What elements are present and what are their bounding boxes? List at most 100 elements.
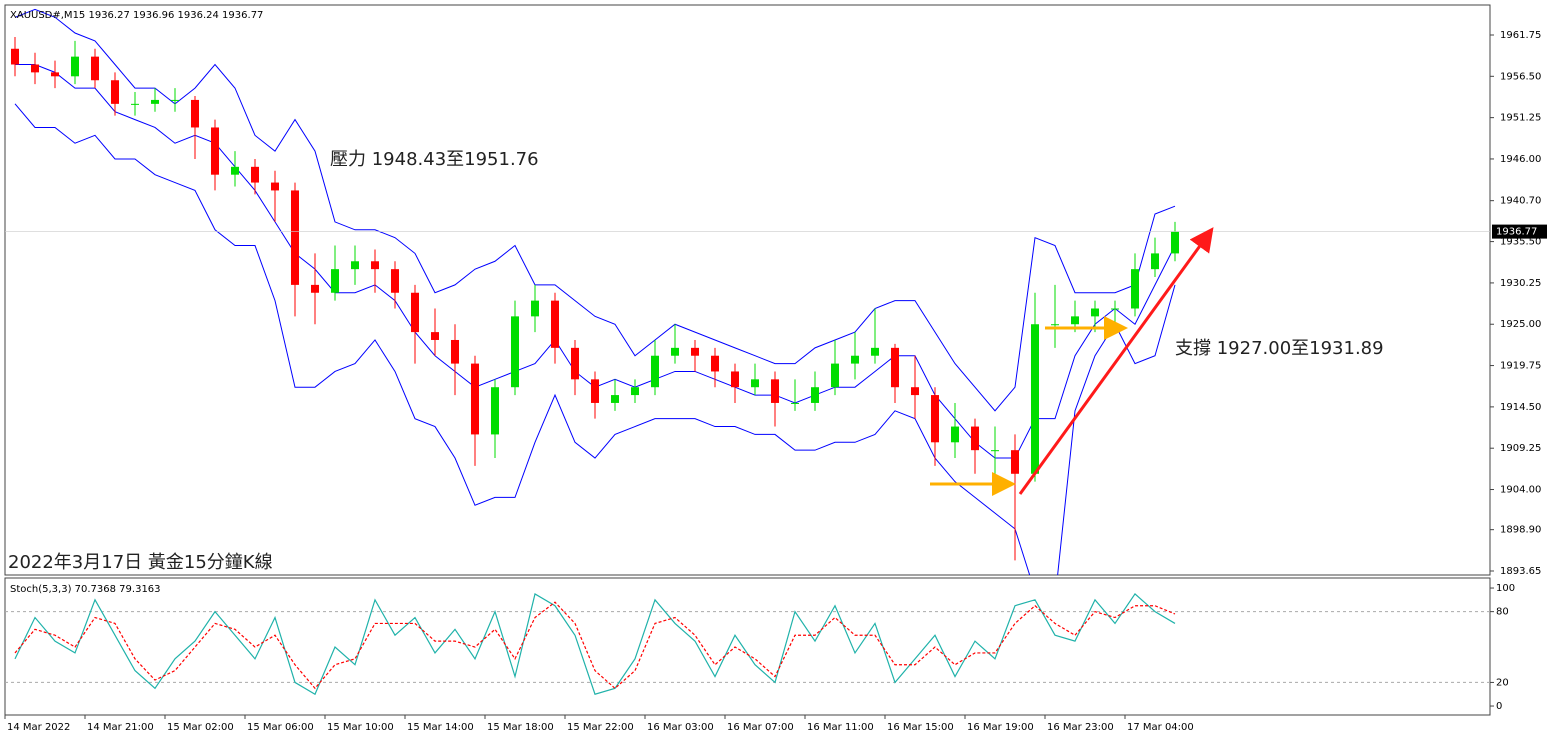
annotation: 壓力 1948.43至1951.76 — [330, 149, 539, 170]
y-tick-label: 1893.65 — [1500, 566, 1541, 577]
candle-body — [671, 347, 679, 356]
y-tick-label: 1935.50 — [1500, 237, 1541, 248]
y-tick-label: 1909.25 — [1500, 443, 1541, 454]
candle-body — [531, 300, 539, 317]
candle-body — [11, 48, 19, 65]
x-tick-label: 16 Mar 03:00 — [647, 722, 714, 733]
x-tick-label: 15 Mar 14:00 — [407, 722, 474, 733]
candle-body — [491, 387, 499, 435]
candle-body — [291, 190, 299, 285]
x-tick-label: 16 Mar 23:00 — [1047, 722, 1114, 733]
candle-body — [371, 261, 379, 270]
stoch-line — [14, 601, 1176, 690]
x-tick-label: 16 Mar 11:00 — [807, 722, 874, 733]
candle-body — [51, 72, 59, 77]
x-tick-label: 15 Mar 10:00 — [327, 722, 394, 733]
y-tick-label: 0 — [1496, 701, 1502, 712]
candle-body — [1031, 324, 1039, 474]
bollinger-band — [14, 8, 1176, 412]
candle-body — [651, 355, 659, 388]
main-plot — [5, 8, 1490, 575]
candle-body — [591, 379, 599, 403]
candle-body — [31, 64, 39, 73]
candle-body — [191, 99, 199, 128]
candle-body — [271, 182, 279, 191]
y-tick-label: 1925.00 — [1500, 319, 1541, 330]
y-tick-label: 1951.25 — [1500, 113, 1541, 124]
y-tick-label: 1956.50 — [1500, 71, 1541, 82]
candle-body — [1051, 324, 1059, 326]
candle-body — [1011, 450, 1019, 474]
candle-body — [751, 379, 759, 388]
candle-body — [1071, 316, 1079, 325]
candle-body — [471, 363, 479, 435]
candle-body — [971, 426, 979, 451]
candle-body — [731, 371, 739, 388]
y-tick-label: 1898.90 — [1500, 525, 1541, 536]
candle-body — [251, 166, 259, 183]
candle-body — [171, 99, 179, 101]
candle-body — [91, 56, 99, 81]
symbol-header: XAUUSD#,M15 1936.27 1936.96 1936.24 1936… — [10, 10, 263, 21]
candle-body — [231, 166, 239, 175]
y-tick-label: 1904.00 — [1500, 485, 1541, 496]
stoch-line — [14, 593, 1176, 696]
annotation: 支撐 1927.00至1931.89 — [1175, 338, 1384, 359]
candle-body — [211, 127, 219, 175]
main-frame — [4, 4, 1491, 576]
candle-body — [631, 387, 639, 396]
x-tick-label: 17 Mar 04:00 — [1127, 722, 1194, 733]
candle-body — [111, 80, 119, 104]
x-tick-label: 16 Mar 19:00 — [967, 722, 1034, 733]
candle-body — [1111, 308, 1119, 310]
y-tick-label: 1940.70 — [1500, 196, 1541, 207]
candle-body — [711, 355, 719, 372]
axes: 1961.75 1956.50 1951.25 1946.00 1940.70 1935.… — [4, 30, 1547, 733]
candle-body — [871, 347, 879, 356]
candle-body — [691, 347, 699, 356]
candle-body — [771, 379, 779, 403]
candle-body — [611, 395, 619, 403]
x-tick-label: 16 Mar 07:00 — [727, 722, 794, 733]
candle-body — [391, 269, 399, 293]
y-tick-label: 80 — [1496, 607, 1509, 618]
y-tick-label: 1946.00 — [1500, 154, 1541, 165]
candle-body — [991, 450, 999, 452]
candle-body — [911, 387, 919, 396]
x-tick-label: 14 Mar 2022 — [7, 722, 70, 733]
current-price: 1936.77 — [1496, 227, 1537, 238]
candle-body — [891, 347, 899, 388]
candle-body — [1131, 269, 1139, 309]
y-tick-label: 1961.75 — [1500, 30, 1541, 41]
candle-body — [1151, 253, 1159, 270]
y-tick-label: 1914.50 — [1500, 402, 1541, 413]
bollinger-band — [14, 103, 1176, 575]
candle-body — [791, 402, 799, 404]
candle-body — [851, 355, 859, 364]
candle-body — [431, 332, 439, 340]
stoch-plot — [5, 593, 1490, 696]
candle-body — [311, 284, 319, 293]
x-tick-label: 16 Mar 15:00 — [887, 722, 954, 733]
candle-body — [551, 300, 559, 348]
x-tick-label: 15 Mar 22:00 — [567, 722, 634, 733]
candle-body — [511, 316, 519, 388]
x-tick-label: 14 Mar 21:00 — [87, 722, 154, 733]
x-tick-label: 15 Mar 18:00 — [487, 722, 554, 733]
candle-body — [831, 363, 839, 388]
candle-body — [951, 426, 959, 443]
annotation: 2022年3月17日 黃金15分鐘K線 — [8, 552, 273, 573]
trend-arrow — [1018, 227, 1214, 495]
candle-body — [411, 292, 419, 333]
candle-body — [151, 99, 159, 104]
candle-body — [331, 269, 339, 293]
candle-body — [1091, 308, 1099, 317]
candle-body — [351, 261, 359, 270]
candle-body — [71, 56, 79, 77]
candle-body — [931, 395, 939, 443]
candle-body — [451, 339, 459, 364]
x-tick-label: 15 Mar 06:00 — [247, 722, 314, 733]
candle-body — [1171, 231, 1179, 254]
